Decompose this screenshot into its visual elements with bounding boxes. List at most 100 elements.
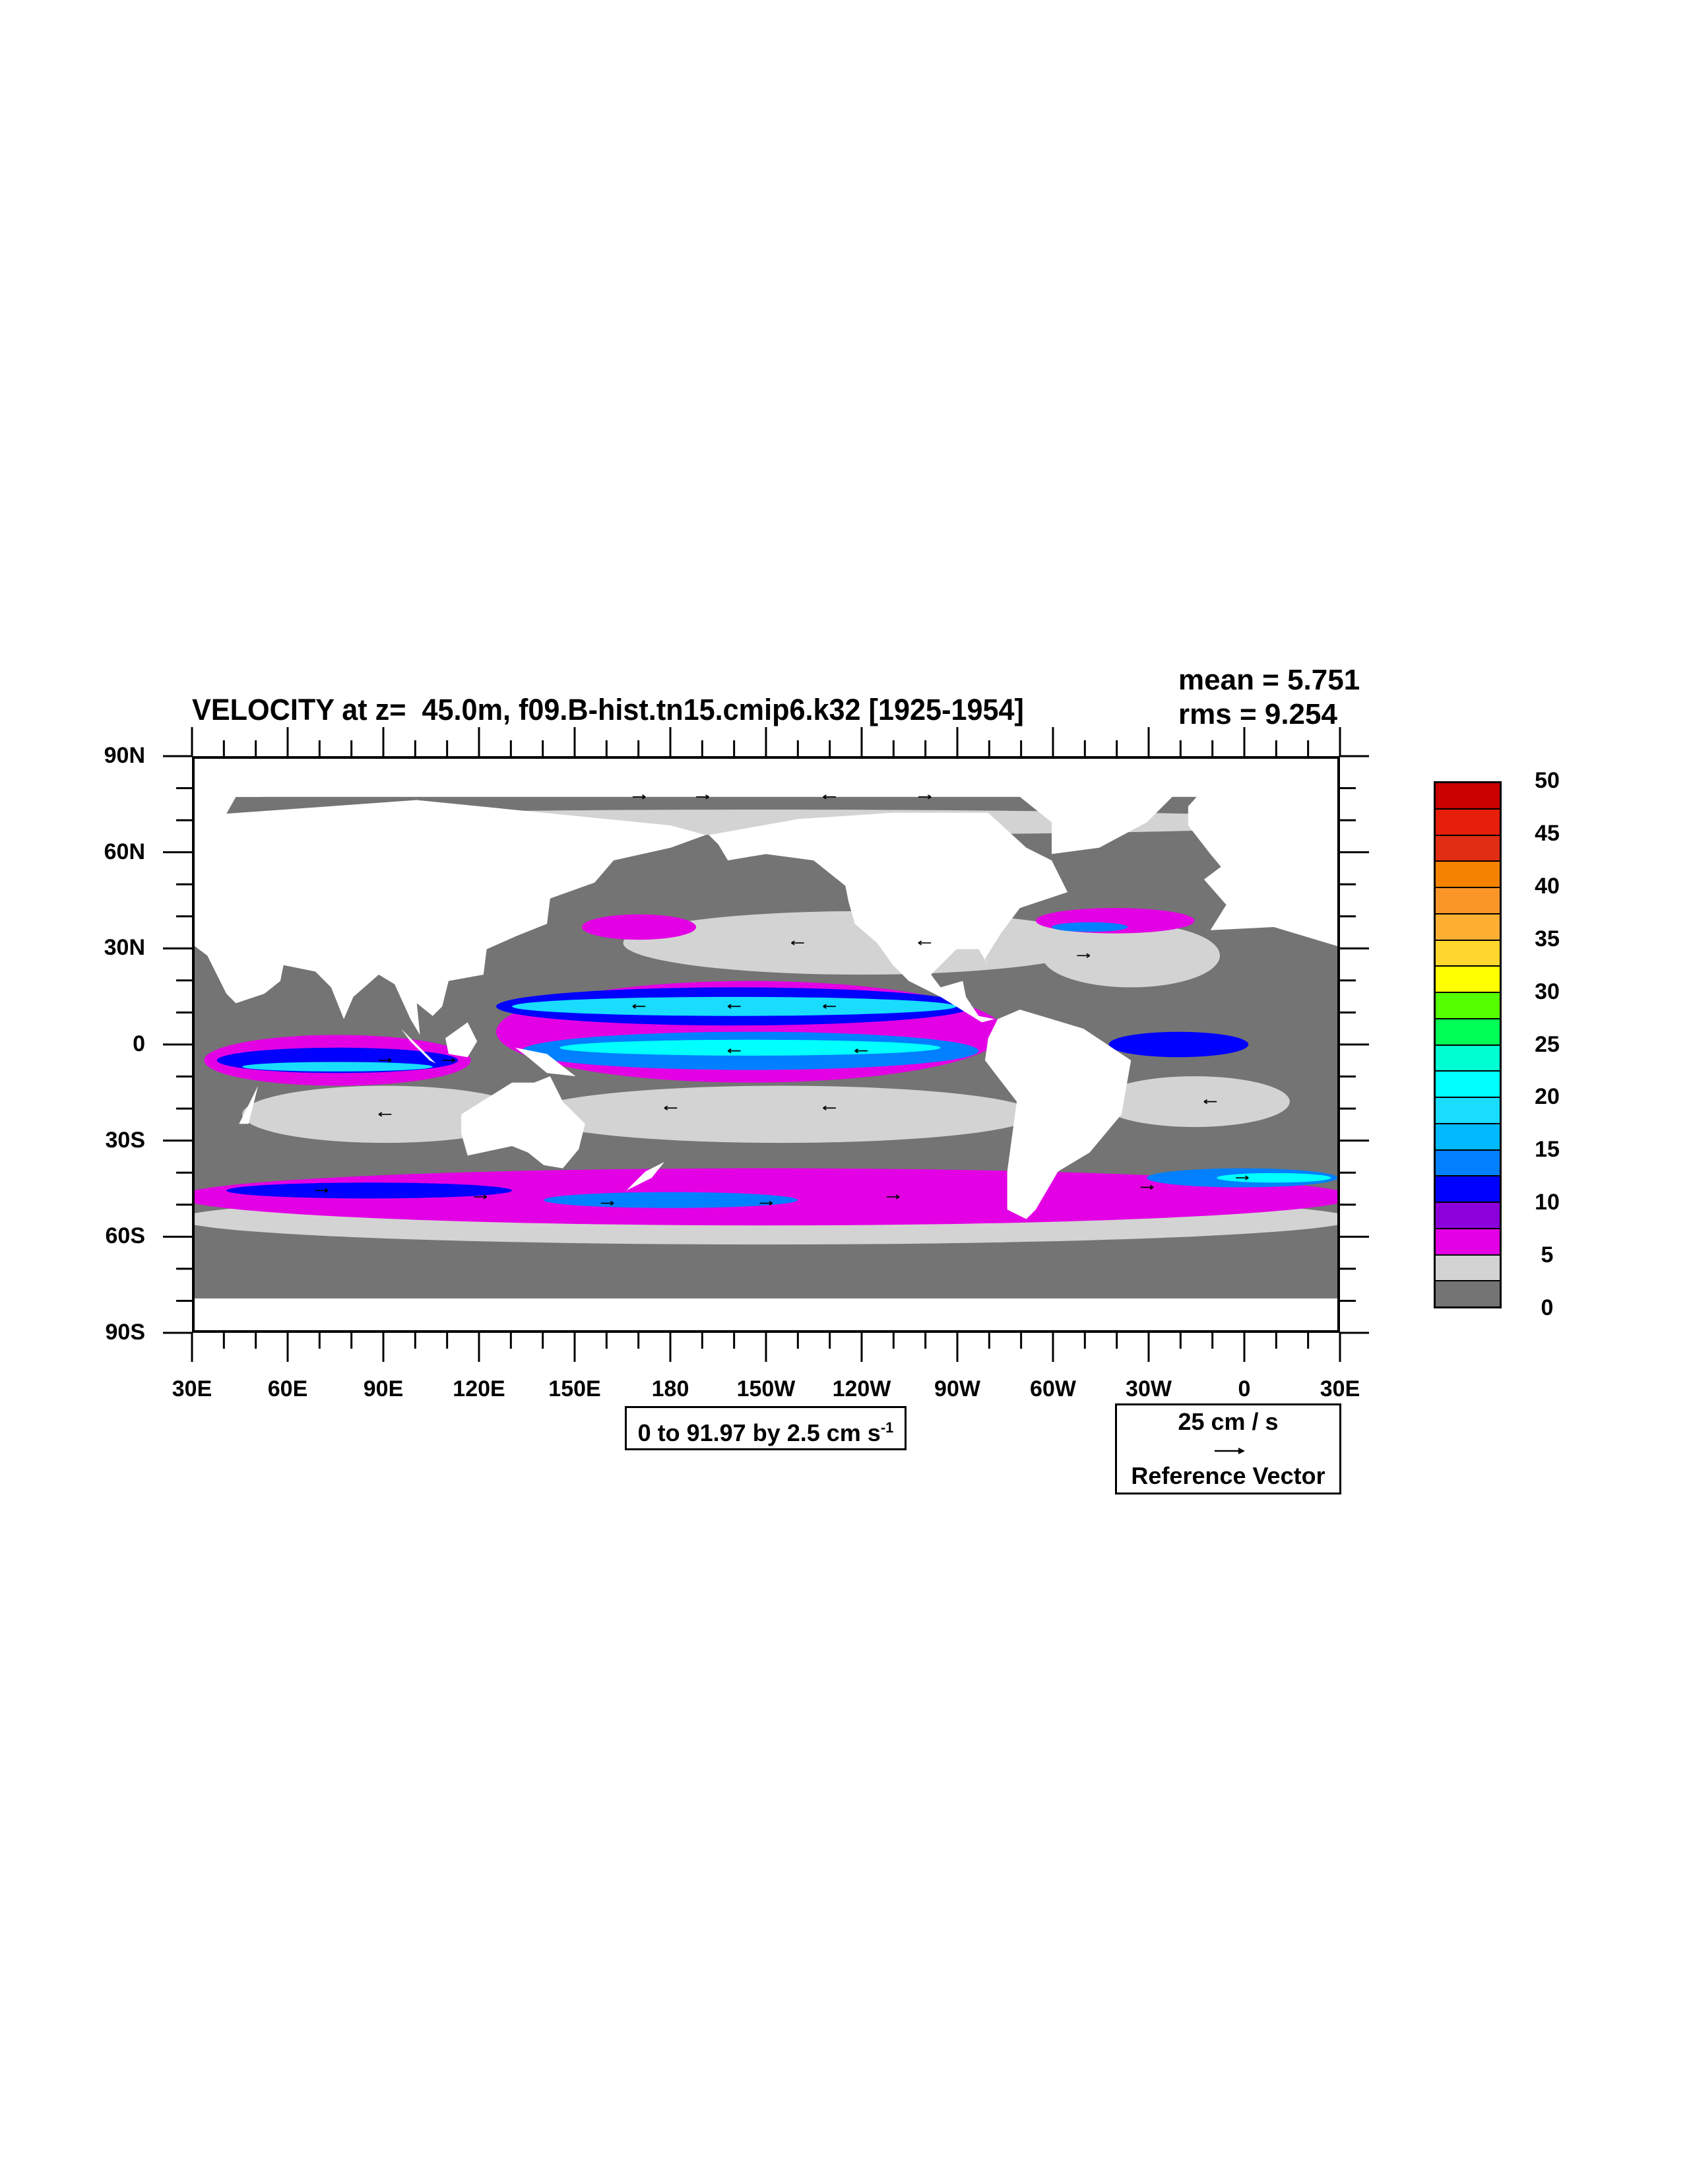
velocity-vector-arrow [1236, 1175, 1249, 1180]
mean-stat: mean = 5.751 [1178, 664, 1360, 696]
colorbar-box [1436, 1017, 1500, 1044]
velocity-vector-arrow [378, 1112, 392, 1117]
y-tick-label: 60S [105, 1223, 146, 1249]
land-borneo [445, 1022, 478, 1058]
velocity-vector-arrow [759, 1200, 773, 1206]
x-tick-label: 60E [267, 1376, 308, 1401]
x-tick-label: 30E [1320, 1376, 1360, 1401]
velocity-vector-arrow [823, 1105, 836, 1110]
y-tick-label: 0 [133, 1031, 145, 1056]
acc-blue-2 [544, 1192, 798, 1208]
velocity-vector-arrow [696, 794, 709, 800]
colorbar-box [1436, 992, 1500, 1018]
velocity-vector-arrow [791, 940, 804, 946]
velocity-vector-arrow [442, 1058, 455, 1063]
colorbar-box [1436, 808, 1500, 835]
y-tick-label: 90S [105, 1320, 146, 1345]
velocity-vector-arrow [886, 1194, 900, 1200]
land-africa-west [1188, 759, 1337, 877]
velocity-vector-arrow [727, 1004, 741, 1009]
colorbar-box [1436, 1122, 1500, 1149]
velocity-vector-arrow [664, 1105, 678, 1110]
x-tick-label: 90E [363, 1376, 404, 1401]
eq-pac-cyan-s [559, 1039, 941, 1056]
colorbar-box [1436, 1070, 1500, 1097]
colorbar-box [1436, 1044, 1500, 1071]
rms-stat: rms = 9.254 [1178, 698, 1337, 730]
colorbar-box [1436, 1175, 1500, 1202]
y-tick-label: 60N [104, 839, 145, 864]
x-tick-label: 120W [832, 1376, 891, 1401]
velocity-vector-arrow [379, 1058, 392, 1063]
band-natl [1042, 924, 1220, 988]
land-new-guinea [515, 1047, 576, 1077]
colorbar-label: 30 [1535, 979, 1560, 1004]
colorbar-label: 40 [1535, 873, 1560, 899]
land-north-america [709, 812, 1068, 1023]
x-tick-label: 150E [548, 1376, 601, 1401]
x-tick-label: 0 [1238, 1376, 1251, 1401]
colorbar-label: 45 [1535, 820, 1560, 846]
x-tick-label: 120E [453, 1376, 505, 1401]
colorbar-box [1436, 1280, 1500, 1306]
y-tick-label: 30N [104, 935, 145, 961]
colorbar-label: 0 [1541, 1295, 1554, 1320]
x-tick-label: 30W [1126, 1376, 1172, 1401]
colorbar-box [1436, 1202, 1500, 1228]
colorbar-box [1436, 965, 1500, 992]
colorbar-label: 35 [1535, 926, 1560, 951]
velocity-vector-arrow [315, 1188, 329, 1193]
colorbar-label: 20 [1535, 1084, 1560, 1110]
contour-info-box: 0 to 91.97 by 2.5 cm s-1 [625, 1406, 907, 1450]
acc-blue-1 [226, 1182, 513, 1199]
velocity-vector-arrow [1203, 1099, 1217, 1105]
band-spac [528, 1085, 1036, 1143]
x-tick-label: 90W [934, 1376, 980, 1401]
map-plot-area [192, 756, 1340, 1333]
velocity-vector-arrow [854, 1048, 868, 1054]
colorbar-label: 10 [1535, 1190, 1560, 1215]
land-madagascar [239, 1085, 259, 1124]
land-africa-east [195, 759, 262, 858]
velocity-vector-arrow [918, 794, 932, 800]
reference-arrow-icon [1215, 1448, 1245, 1454]
velocity-vector-arrow [632, 1004, 646, 1009]
chart-title: VELOCITY at z= 45.0m, f09.B-hist.tn15.cm… [192, 693, 1024, 726]
colorbar [1434, 781, 1502, 1308]
reference-vector-label: Reference Vector [1131, 1462, 1325, 1489]
velocity-vector-arrow [1077, 953, 1091, 958]
eq-atl-blue [1108, 1031, 1249, 1058]
contour-info-unit-exponent: -1 [880, 1419, 894, 1436]
eq-ind-cyan [242, 1062, 433, 1072]
land-eurasia [195, 800, 706, 1035]
velocity-vector-arrow [727, 1048, 741, 1054]
velocity-vector-arrow [474, 1194, 488, 1200]
reference-vector-magnitude: 25 cm / s [1178, 1408, 1279, 1435]
colorbar-box [1436, 913, 1500, 940]
colorbar-box [1436, 834, 1500, 861]
colorbar-box [1436, 783, 1500, 808]
x-tick-label: 30E [172, 1376, 212, 1401]
velocity-vector-arrow [632, 794, 646, 800]
land-greenland [1019, 781, 1179, 854]
x-tick-label: 60W [1030, 1376, 1076, 1401]
colorbar-box [1436, 887, 1500, 913]
land-new-zealand [626, 1162, 665, 1191]
colorbar-label: 25 [1535, 1031, 1560, 1057]
kuroshio [581, 914, 697, 940]
band-satl [1099, 1076, 1290, 1128]
velocity-vector-arrow [1140, 1184, 1154, 1190]
colorbar-label: 15 [1535, 1137, 1560, 1163]
reference-vector-box: 25 cm / s Reference Vector [1115, 1403, 1341, 1494]
velocity-vector-arrow [823, 794, 836, 800]
land-australia [461, 1076, 585, 1169]
colorbar-box [1436, 1149, 1500, 1176]
colorbar-box [1436, 1254, 1500, 1281]
colorbar-box [1436, 1097, 1500, 1123]
land-south-america [984, 1010, 1131, 1219]
x-tick-label: 180 [651, 1376, 689, 1401]
colorbar-box [1436, 939, 1500, 966]
colorbar-box [1436, 1227, 1500, 1254]
velocity-vector-arrow [823, 1004, 836, 1009]
x-tick-label: 150W [736, 1376, 796, 1401]
